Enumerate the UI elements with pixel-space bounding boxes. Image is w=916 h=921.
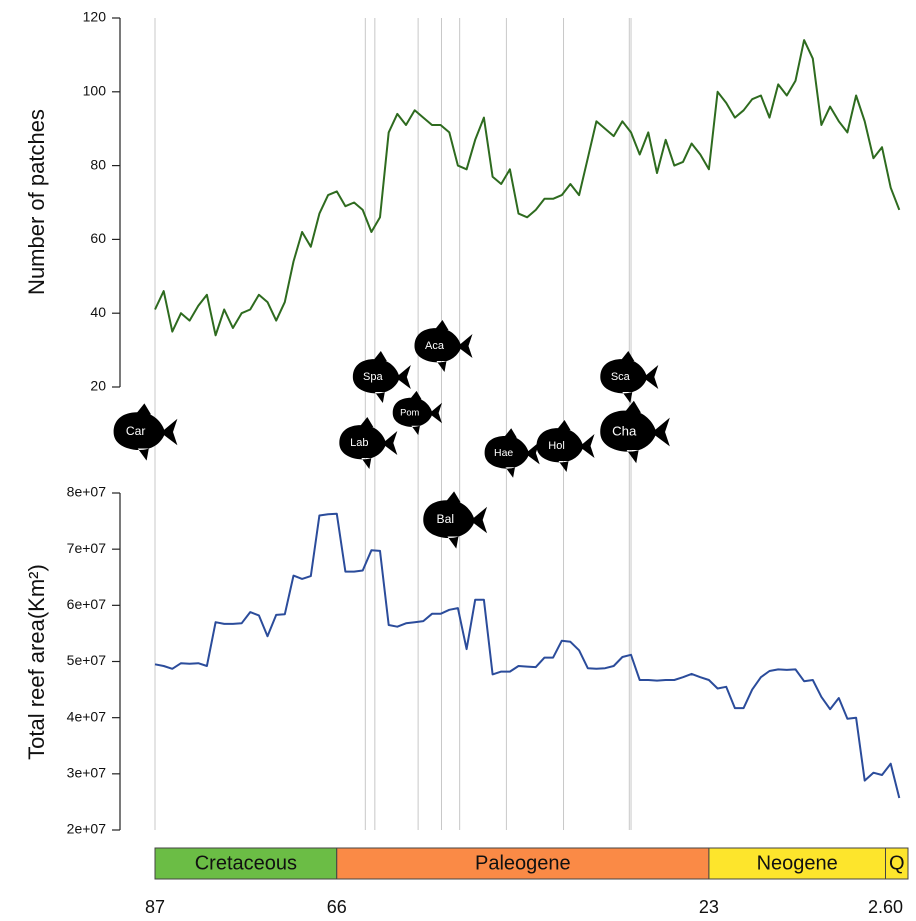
fish-label: Car	[126, 424, 146, 438]
y2-tick-label: 6e+07	[67, 596, 107, 612]
fish-body	[484, 428, 540, 478]
fish-body	[113, 403, 178, 461]
fish-icon: Hae	[484, 428, 540, 478]
x-tick-label: 2.60	[868, 897, 903, 917]
fish-body	[339, 417, 398, 469]
fish-body	[392, 390, 443, 436]
period-label: Cretaceous	[195, 852, 297, 874]
y-axis-label: Number of patches	[24, 109, 49, 295]
y-tick-label: 60	[90, 230, 106, 246]
fish-body	[600, 351, 659, 403]
period-label: Neogene	[757, 852, 838, 874]
fish-body	[536, 420, 595, 472]
y2-tick-label: 3e+07	[67, 765, 107, 781]
period-label: Q	[889, 852, 905, 874]
fish-label: Spa	[363, 371, 383, 383]
period-bar	[154, 847, 338, 880]
fish-icon: Lab	[339, 417, 398, 469]
fish-icon: Hol	[536, 420, 595, 472]
y2-axis-label: Total reef area(Km²)	[24, 564, 49, 760]
fish-icon: Car	[113, 403, 178, 461]
y2-tick-label: 2e+07	[67, 821, 107, 837]
fish-label: Hae	[494, 448, 513, 459]
y-tick-label: 80	[90, 156, 106, 172]
series-line	[154, 512, 901, 799]
period-bar	[884, 847, 909, 880]
fish-icon: Spa	[352, 351, 411, 403]
series-line	[154, 39, 901, 337]
y2-tick-label: 7e+07	[67, 540, 107, 556]
x-tick-label: 23	[699, 897, 719, 917]
fish-icon: Sca	[600, 351, 659, 403]
y2-tick-label: 5e+07	[67, 652, 107, 668]
y2-tick-label: 8e+07	[67, 484, 107, 500]
y-tick-label: 20	[90, 378, 106, 394]
fish-body	[414, 320, 473, 372]
fish-icon: Bal	[423, 491, 488, 549]
y-tick-label: 100	[83, 83, 107, 99]
fish-label: Sca	[611, 371, 631, 383]
fish-label: Lab	[350, 437, 368, 449]
fish-label: Hol	[548, 440, 565, 452]
y-tick-label: 120	[83, 9, 107, 25]
period-bar	[708, 847, 886, 880]
fish-body	[352, 351, 411, 403]
y-tick-label: 40	[90, 304, 106, 320]
fish-icon: Aca	[414, 320, 473, 372]
fish-label: Cha	[612, 423, 637, 438]
fish-label: Aca	[425, 340, 445, 352]
fish-label: Bal	[437, 512, 454, 526]
fish-icon: Cha	[600, 400, 670, 464]
fish-body	[600, 400, 670, 464]
y2-tick-label: 4e+07	[67, 708, 107, 724]
period-label: Paleogene	[475, 852, 571, 874]
fish-label: Pom	[400, 407, 419, 417]
x-tick-label: 66	[327, 897, 347, 917]
fish-icon: Pom	[392, 390, 443, 436]
period-bar	[336, 847, 710, 880]
fish-body	[423, 491, 488, 549]
x-tick-label: 87	[145, 897, 165, 917]
